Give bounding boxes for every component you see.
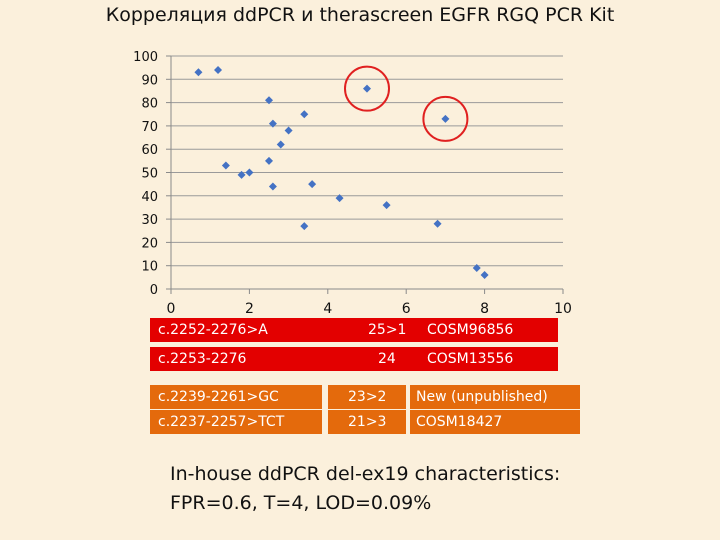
y-tick-label: 60 [141, 143, 158, 158]
y-tick-label: 80 [141, 97, 158, 112]
data-point [300, 222, 309, 231]
data-point [300, 110, 309, 119]
mutation-name: c.2253-2276 [158, 351, 247, 367]
data-point [480, 271, 489, 280]
data-point [245, 168, 254, 177]
data-point [276, 140, 285, 149]
mutation-value: 21>3 [348, 414, 387, 430]
x-tick-label: 8 [480, 301, 489, 317]
mutation-cosm: COSM18427 [416, 414, 503, 430]
y-tick-label: 90 [141, 73, 158, 88]
y-tick-label: 30 [141, 213, 158, 228]
data-point [214, 65, 223, 74]
data-point [284, 126, 293, 135]
y-tick-label: 100 [133, 50, 158, 65]
data-point [441, 114, 450, 123]
data-point [194, 68, 203, 77]
scatter-plot: 0 10 20 30 40 50 60 70 80 90 100 0 2 4 6 8 10 [133, 50, 572, 317]
mutation-name: c.2252-2276>A [158, 322, 268, 338]
data-point [335, 194, 344, 203]
y-tick-label: 50 [141, 167, 158, 182]
mutation-cosm: New (unpublished) [416, 389, 548, 405]
mutation-row-4-name: c.2237-2257>TCT [150, 410, 322, 434]
data-point [308, 180, 317, 189]
mutation-value: 25>1 [368, 322, 407, 338]
x-tick-label: 6 [402, 301, 411, 317]
mutation-name: c.2239-2261>GC [158, 389, 279, 405]
mutation-cosm: COSM96856 [427, 322, 514, 338]
note-line-1: In-house ddPCR del-ex19 characteristics: [170, 463, 561, 485]
x-tick-label: 0 [167, 301, 176, 317]
highlight-circle [344, 65, 390, 112]
y-tick-label: 20 [141, 236, 158, 251]
y-tick-label: 70 [141, 120, 158, 135]
note-line-2: FPR=0.6, T=4, LOD=0.09% [170, 492, 432, 514]
ddpcr-characteristics-note: In-house ddPCR del-ex19 characteristics:… [170, 460, 560, 518]
mutation-row-3-value: 23>2 [328, 385, 406, 409]
mutation-row-2: c.2253-2276 24 COSM13556 [150, 347, 558, 371]
y-tick-label: 10 [141, 260, 158, 275]
data-point [472, 264, 481, 273]
chart-title: Корреляция ddPCR и therascreen EGFR RGQ … [105, 4, 615, 26]
data-point [265, 156, 273, 165]
mutation-row-3-cosm: New (unpublished) [410, 385, 580, 409]
data-point [433, 219, 442, 228]
mutation-cosm: COSM13556 [427, 351, 514, 367]
x-tick-label: 4 [323, 301, 332, 317]
data-point [268, 119, 277, 128]
data-point [382, 201, 391, 210]
mutation-row-3-name: c.2239-2261>GC [150, 385, 322, 409]
x-tick-label: 10 [554, 301, 572, 317]
highlight-circle [422, 95, 469, 142]
mutation-value: 23>2 [348, 389, 387, 405]
mutation-row-4-cosm: COSM18427 [410, 410, 580, 434]
data-point [221, 161, 230, 170]
y-tick-label: 40 [141, 190, 158, 205]
data-point [268, 182, 277, 191]
mutation-row-4-value: 21>3 [328, 410, 406, 434]
mutation-value: 24 [378, 351, 396, 367]
data-point [265, 96, 273, 105]
y-tick-label: 0 [150, 283, 158, 298]
data-point [237, 170, 246, 179]
mutation-row-1: c.2252-2276>A 25>1 COSM96856 [150, 318, 558, 342]
x-tick-label: 2 [245, 301, 254, 317]
data-point [363, 84, 371, 93]
mutation-name: c.2237-2257>TCT [158, 414, 285, 430]
